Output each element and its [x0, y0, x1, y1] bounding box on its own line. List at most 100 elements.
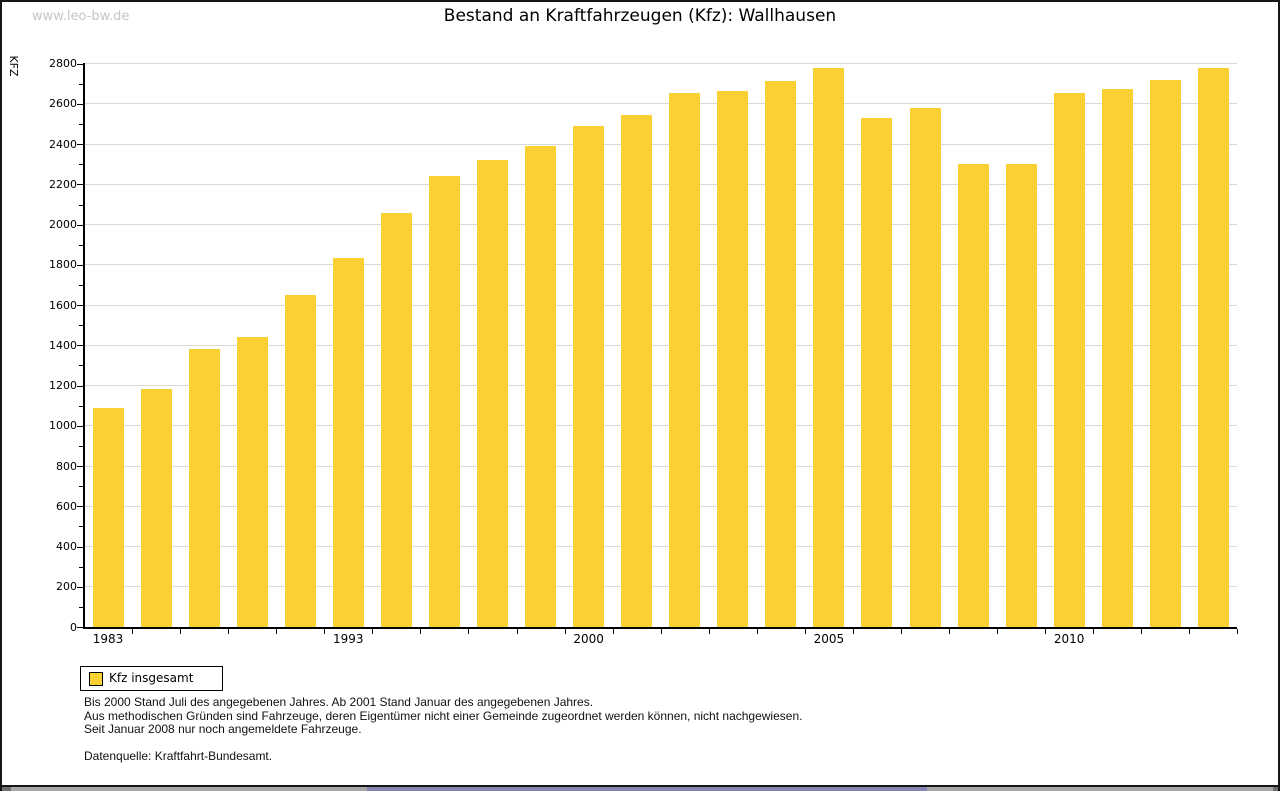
- bar: [380, 212, 412, 627]
- bar: [236, 337, 268, 627]
- y-major-tick: [77, 506, 83, 508]
- gridline: [84, 224, 1238, 226]
- y-major-tick: [77, 63, 83, 65]
- bar: [765, 80, 797, 627]
- y-minor-tick: [79, 164, 83, 166]
- window-bottom-border: [2, 785, 1278, 787]
- y-tick-label: 2800: [49, 57, 77, 71]
- y-tick-label: 0: [70, 620, 77, 634]
- y-major-tick: [77, 184, 83, 186]
- gridline: [84, 344, 1238, 346]
- y-axis-line: [83, 62, 85, 628]
- legend: Kfz insgesamt: [80, 666, 223, 691]
- legend-label: Kfz insgesamt: [109, 671, 194, 685]
- bar: [140, 388, 172, 627]
- x-tick: [1045, 629, 1047, 634]
- gridline: [84, 385, 1238, 387]
- bar: [284, 295, 316, 627]
- x-tick: [1237, 629, 1239, 634]
- bar: [621, 115, 653, 627]
- bar: [92, 407, 124, 627]
- gridline: [84, 103, 1238, 105]
- y-tick-label: 800: [56, 459, 77, 473]
- scrollbar-thumb[interactable]: [367, 787, 927, 791]
- y-minor-tick: [79, 405, 83, 407]
- bar: [476, 160, 508, 627]
- y-major-tick: [77, 144, 83, 146]
- bar: [428, 176, 460, 627]
- footnotes: Bis 2000 Stand Juli des angegebenen Jahr…: [84, 695, 802, 737]
- bar: [1149, 79, 1181, 627]
- watermark: www.leo-bw.de: [32, 9, 130, 24]
- bar: [1197, 67, 1229, 627]
- y-axis-label: KFZ: [7, 55, 20, 77]
- bar: [861, 118, 893, 627]
- x-tick: [804, 629, 806, 634]
- y-minor-tick: [79, 325, 83, 327]
- y-minor-tick: [79, 486, 83, 488]
- footnote-line: Seit Januar 2008 nur noch angemeldete Fa…: [84, 722, 362, 736]
- y-major-tick: [77, 385, 83, 387]
- x-tick: [180, 629, 182, 634]
- y-tick-label: 1000: [49, 419, 77, 433]
- gridline: [84, 264, 1238, 266]
- x-tick: [468, 629, 470, 634]
- bar: [909, 107, 941, 627]
- bar: [1101, 88, 1133, 627]
- y-tick-label: 400: [56, 540, 77, 554]
- x-tick: [612, 629, 614, 634]
- x-tick-label: 1993: [333, 632, 364, 646]
- bar: [525, 146, 557, 627]
- x-tick: [420, 629, 422, 634]
- y-major-tick: [77, 224, 83, 226]
- gridline: [84, 425, 1238, 427]
- horizontal-scrollbar[interactable]: [2, 787, 1278, 791]
- y-minor-tick: [79, 204, 83, 206]
- x-tick: [228, 629, 230, 634]
- x-tick-label: 2000: [573, 632, 604, 646]
- footnote-line: Bis 2000 Stand Juli des angegebenen Jahr…: [84, 695, 594, 709]
- y-tick-label: 200: [56, 580, 77, 594]
- y-tick-label: 600: [56, 499, 77, 513]
- y-major-tick: [77, 466, 83, 468]
- x-tick-label: 2005: [813, 632, 845, 646]
- x-tick: [660, 629, 662, 634]
- x-tick: [900, 629, 902, 634]
- y-major-tick: [77, 586, 83, 588]
- y-major-tick: [77, 264, 83, 266]
- x-tick: [1189, 629, 1191, 634]
- x-tick: [324, 629, 326, 634]
- x-tick: [372, 629, 374, 634]
- y-minor-tick: [79, 606, 83, 608]
- x-tick-label: 2010: [1053, 632, 1085, 646]
- bar: [957, 164, 989, 627]
- x-tick: [1141, 629, 1143, 634]
- x-tick: [564, 629, 566, 634]
- y-minor-tick: [79, 244, 83, 246]
- y-minor-tick: [79, 566, 83, 568]
- bar: [1005, 164, 1037, 627]
- bar: [813, 67, 845, 627]
- y-minor-tick: [79, 365, 83, 367]
- gridline: [84, 304, 1238, 306]
- gridline: [84, 505, 1238, 507]
- bar: [669, 92, 701, 627]
- y-minor-tick: [79, 526, 83, 528]
- y-tick-label: 1600: [49, 298, 77, 312]
- y-minor-tick: [79, 284, 83, 286]
- scrollbar-right-corner: [1273, 787, 1278, 791]
- y-minor-tick: [79, 124, 83, 126]
- x-tick: [949, 629, 951, 634]
- x-tick: [756, 629, 758, 634]
- y-tick-label: 1800: [49, 258, 77, 272]
- gridline: [84, 546, 1238, 548]
- y-tick-label: 2600: [49, 97, 77, 111]
- x-tick: [997, 629, 999, 634]
- y-minor-tick: [79, 83, 83, 85]
- y-major-tick: [77, 425, 83, 427]
- x-tick: [516, 629, 518, 634]
- scrollbar-left-corner: [2, 787, 11, 791]
- x-tick-label: 1983: [92, 632, 124, 646]
- y-major-tick: [77, 546, 83, 548]
